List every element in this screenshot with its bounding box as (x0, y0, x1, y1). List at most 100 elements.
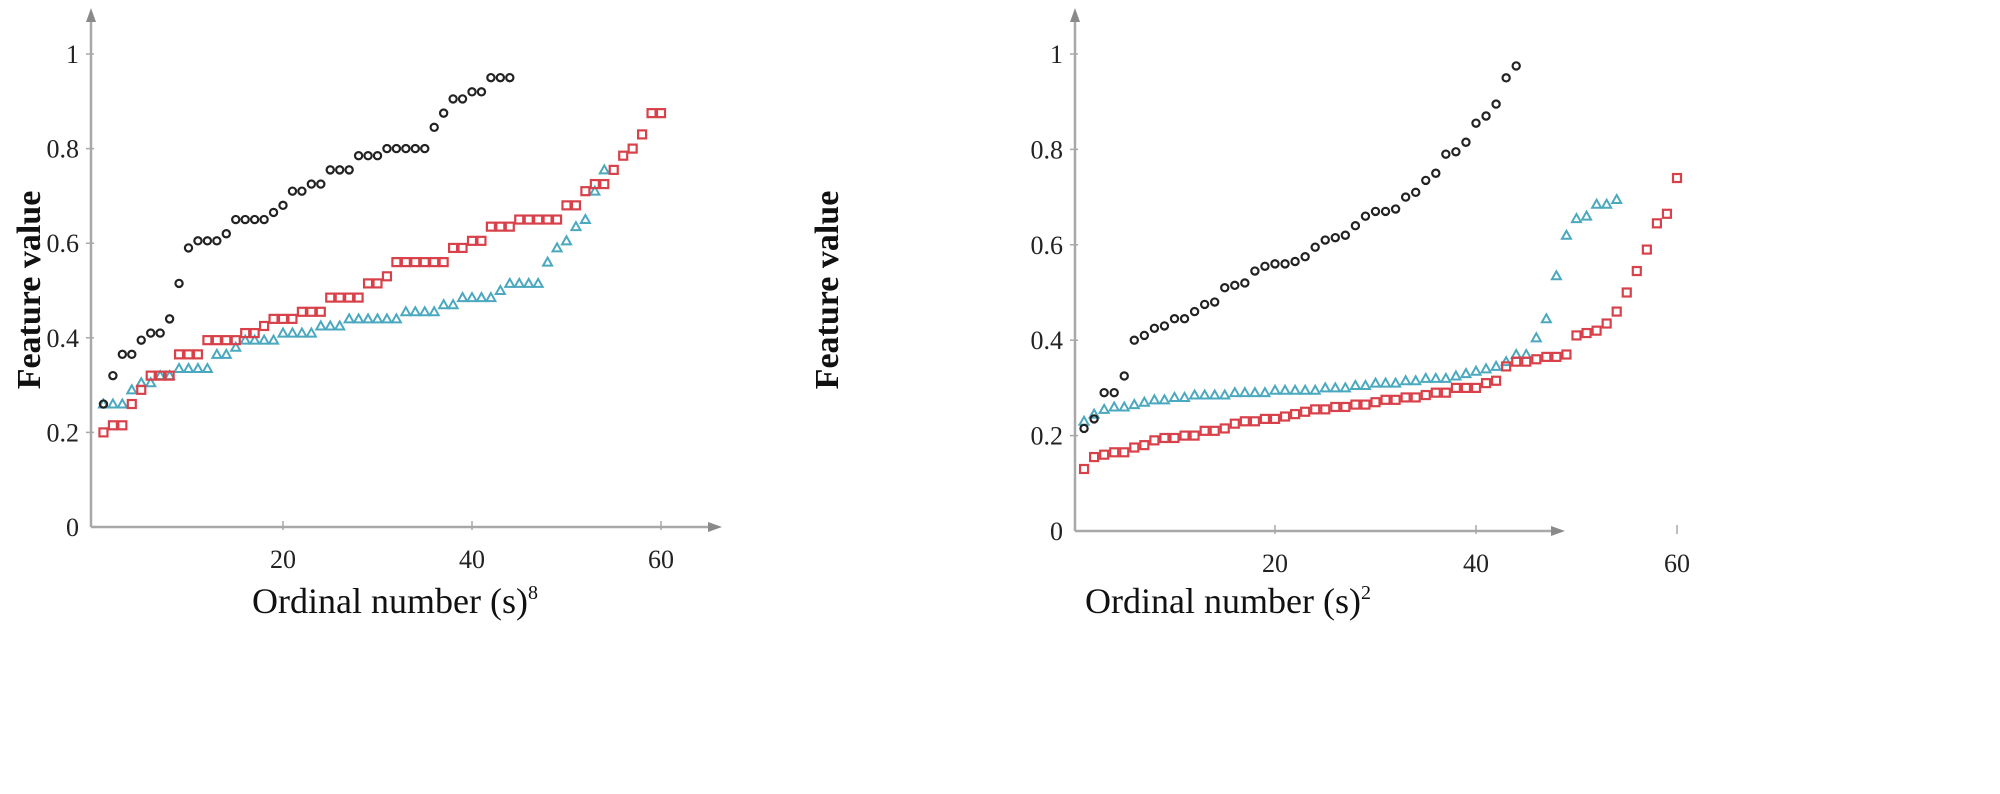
square-point (495, 221, 506, 232)
square-point (551, 214, 563, 225)
circle-point (1431, 168, 1441, 178)
square-point (1219, 423, 1230, 434)
triangle-point (494, 283, 507, 295)
square-point (1199, 425, 1210, 436)
square-point (155, 370, 166, 381)
square-point (1501, 361, 1512, 372)
square-point (589, 178, 600, 190)
triangle-point (191, 362, 205, 374)
square-point (107, 420, 119, 431)
circle-point (1501, 73, 1511, 83)
circle-point (1481, 111, 1491, 121)
triangle-point (1298, 383, 1312, 395)
square-point (1470, 382, 1482, 393)
triangle-point (1198, 388, 1211, 400)
circle-point (316, 179, 326, 189)
square-point (1269, 413, 1281, 425)
triangle-point (541, 255, 554, 267)
y-tick-label: 0.8 (1031, 135, 1064, 164)
square-point (1661, 208, 1673, 219)
square-point (1671, 172, 1683, 184)
circle-point (221, 229, 231, 239)
x-axis-title-superscript: 2 (1361, 582, 1371, 604)
square-point (504, 221, 515, 232)
triangle-point (569, 220, 583, 232)
square-point (1289, 409, 1301, 420)
square-point (136, 384, 147, 395)
triangle-point (1610, 192, 1623, 204)
square-point (1259, 413, 1271, 425)
triangle-point (475, 291, 488, 303)
square-point (1621, 287, 1632, 298)
circle-point (145, 328, 156, 338)
left-scatter-panel: 0 0.2 0.4 0.6 0.8 1 20 40 60 Feature value Ordinal… (11, 8, 722, 621)
circle-point (1099, 387, 1109, 398)
triangle-point (1148, 393, 1161, 405)
triangle-point (1389, 376, 1402, 388)
circle-point (1441, 149, 1451, 159)
circle-point (1390, 204, 1401, 214)
triangle-point (106, 397, 120, 409)
triangle-point (1359, 378, 1372, 391)
x-axis-title-superscript: 8 (528, 582, 538, 604)
y-axis-title: Feature value (809, 191, 846, 390)
triangle-point (257, 333, 271, 345)
circle-point (1471, 118, 1481, 128)
triangle-point (305, 326, 318, 338)
square-point (1249, 416, 1261, 427)
square-point (1541, 351, 1552, 362)
square-point (1360, 399, 1371, 410)
triangle-point (1429, 371, 1443, 383)
x-axis-title-text: Ordinal number (s) (1085, 581, 1361, 621)
square-point (1450, 382, 1462, 393)
square-point (580, 186, 591, 197)
circle-point (1220, 283, 1230, 293)
circle-point (505, 72, 515, 83)
circle-point (1310, 242, 1320, 252)
triangle-point (1158, 393, 1171, 405)
circle-series (1079, 61, 1521, 434)
circle-point (268, 207, 279, 218)
triangle-point (1369, 376, 1382, 388)
circle-point (1209, 297, 1220, 307)
square-point (372, 278, 383, 289)
triangle-point (286, 326, 299, 338)
square-point (1279, 411, 1291, 422)
triangle-point (1319, 381, 1332, 393)
circle-point (240, 214, 250, 225)
circle-point (202, 236, 213, 246)
x-tick-label: 20 (1262, 549, 1288, 578)
triangle-point (1168, 390, 1181, 402)
circle-point (1189, 306, 1200, 317)
square-point (1410, 392, 1421, 403)
x-tick-label: 60 (1664, 549, 1690, 578)
square-point (145, 370, 156, 381)
triangle-point (1208, 388, 1221, 400)
triangle-point (1409, 374, 1422, 386)
square-point (1480, 378, 1492, 389)
circle-point (1300, 252, 1310, 262)
square-point (400, 257, 411, 268)
circle-point (1149, 323, 1160, 333)
triangle-point (1288, 383, 1302, 395)
triangle-series (97, 163, 611, 409)
triangle-point (361, 312, 375, 324)
square-point (1490, 375, 1502, 386)
triangle-point (598, 163, 611, 175)
circle-point (1451, 147, 1461, 157)
triangle-point (437, 298, 450, 310)
circle-point (1330, 232, 1341, 243)
square-point (646, 108, 657, 119)
triangle-point (456, 291, 469, 303)
circle-point (372, 150, 383, 161)
square-point (627, 143, 638, 154)
triangle-point (1399, 374, 1412, 386)
triangle-point (1178, 390, 1191, 402)
triangle-point (116, 397, 129, 409)
circle-point (1290, 256, 1300, 267)
circle-point (1139, 330, 1150, 341)
triangle-point (1097, 402, 1111, 414)
circle-point (410, 143, 420, 154)
circle-point (1491, 99, 1501, 109)
square-point (1169, 432, 1180, 444)
